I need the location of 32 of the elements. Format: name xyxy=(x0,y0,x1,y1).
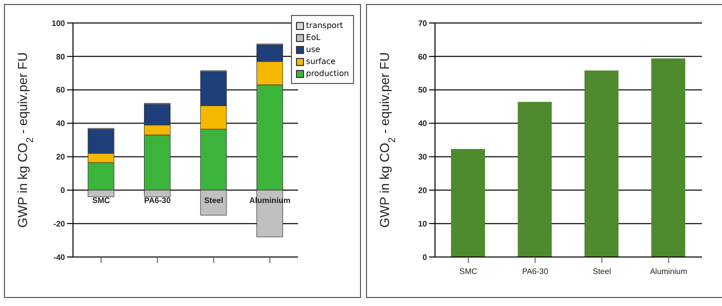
legend-label: EoL xyxy=(306,33,320,42)
bar xyxy=(584,70,618,257)
x-tick-label: SMC xyxy=(459,267,478,276)
legend-label: production xyxy=(306,69,349,78)
x-tick-label: Aluminium xyxy=(650,267,688,276)
y-tick-label: -40 xyxy=(53,252,66,262)
y-tick-label: 60 xyxy=(418,52,428,62)
legend-label: use xyxy=(306,45,320,54)
x-tick-label: SMC xyxy=(92,196,110,206)
x-tick-label: Steel xyxy=(592,267,612,276)
y-tick-label: 40 xyxy=(418,119,428,128)
y-tick-label: -20 xyxy=(53,219,66,228)
y-tick-label: 60 xyxy=(56,86,66,95)
y-tick-label: 30 xyxy=(418,152,428,162)
y-tick-label: 0 xyxy=(422,252,428,262)
bar xyxy=(651,58,686,257)
x-tick-label: Steel xyxy=(204,196,224,206)
y-tick-label: 40 xyxy=(56,119,66,128)
y-tick-label: 50 xyxy=(418,86,428,95)
x-tick-label: PA6-30 xyxy=(144,196,172,206)
bar xyxy=(518,102,552,257)
legend-label: transport xyxy=(306,21,343,30)
legend-label: surface xyxy=(306,57,336,66)
y-tick-label: 20 xyxy=(56,152,66,162)
y-tick-label: 80 xyxy=(56,52,66,62)
y-tick-label: 10 xyxy=(418,219,428,228)
y-tick-label: 100 xyxy=(52,18,66,28)
x-tick-label: PA6-30 xyxy=(522,267,549,276)
y-tick-label: 70 xyxy=(418,18,428,28)
y-tick-label: 0 xyxy=(60,186,66,195)
bar xyxy=(451,149,485,257)
y-tick-label: 20 xyxy=(418,186,428,195)
